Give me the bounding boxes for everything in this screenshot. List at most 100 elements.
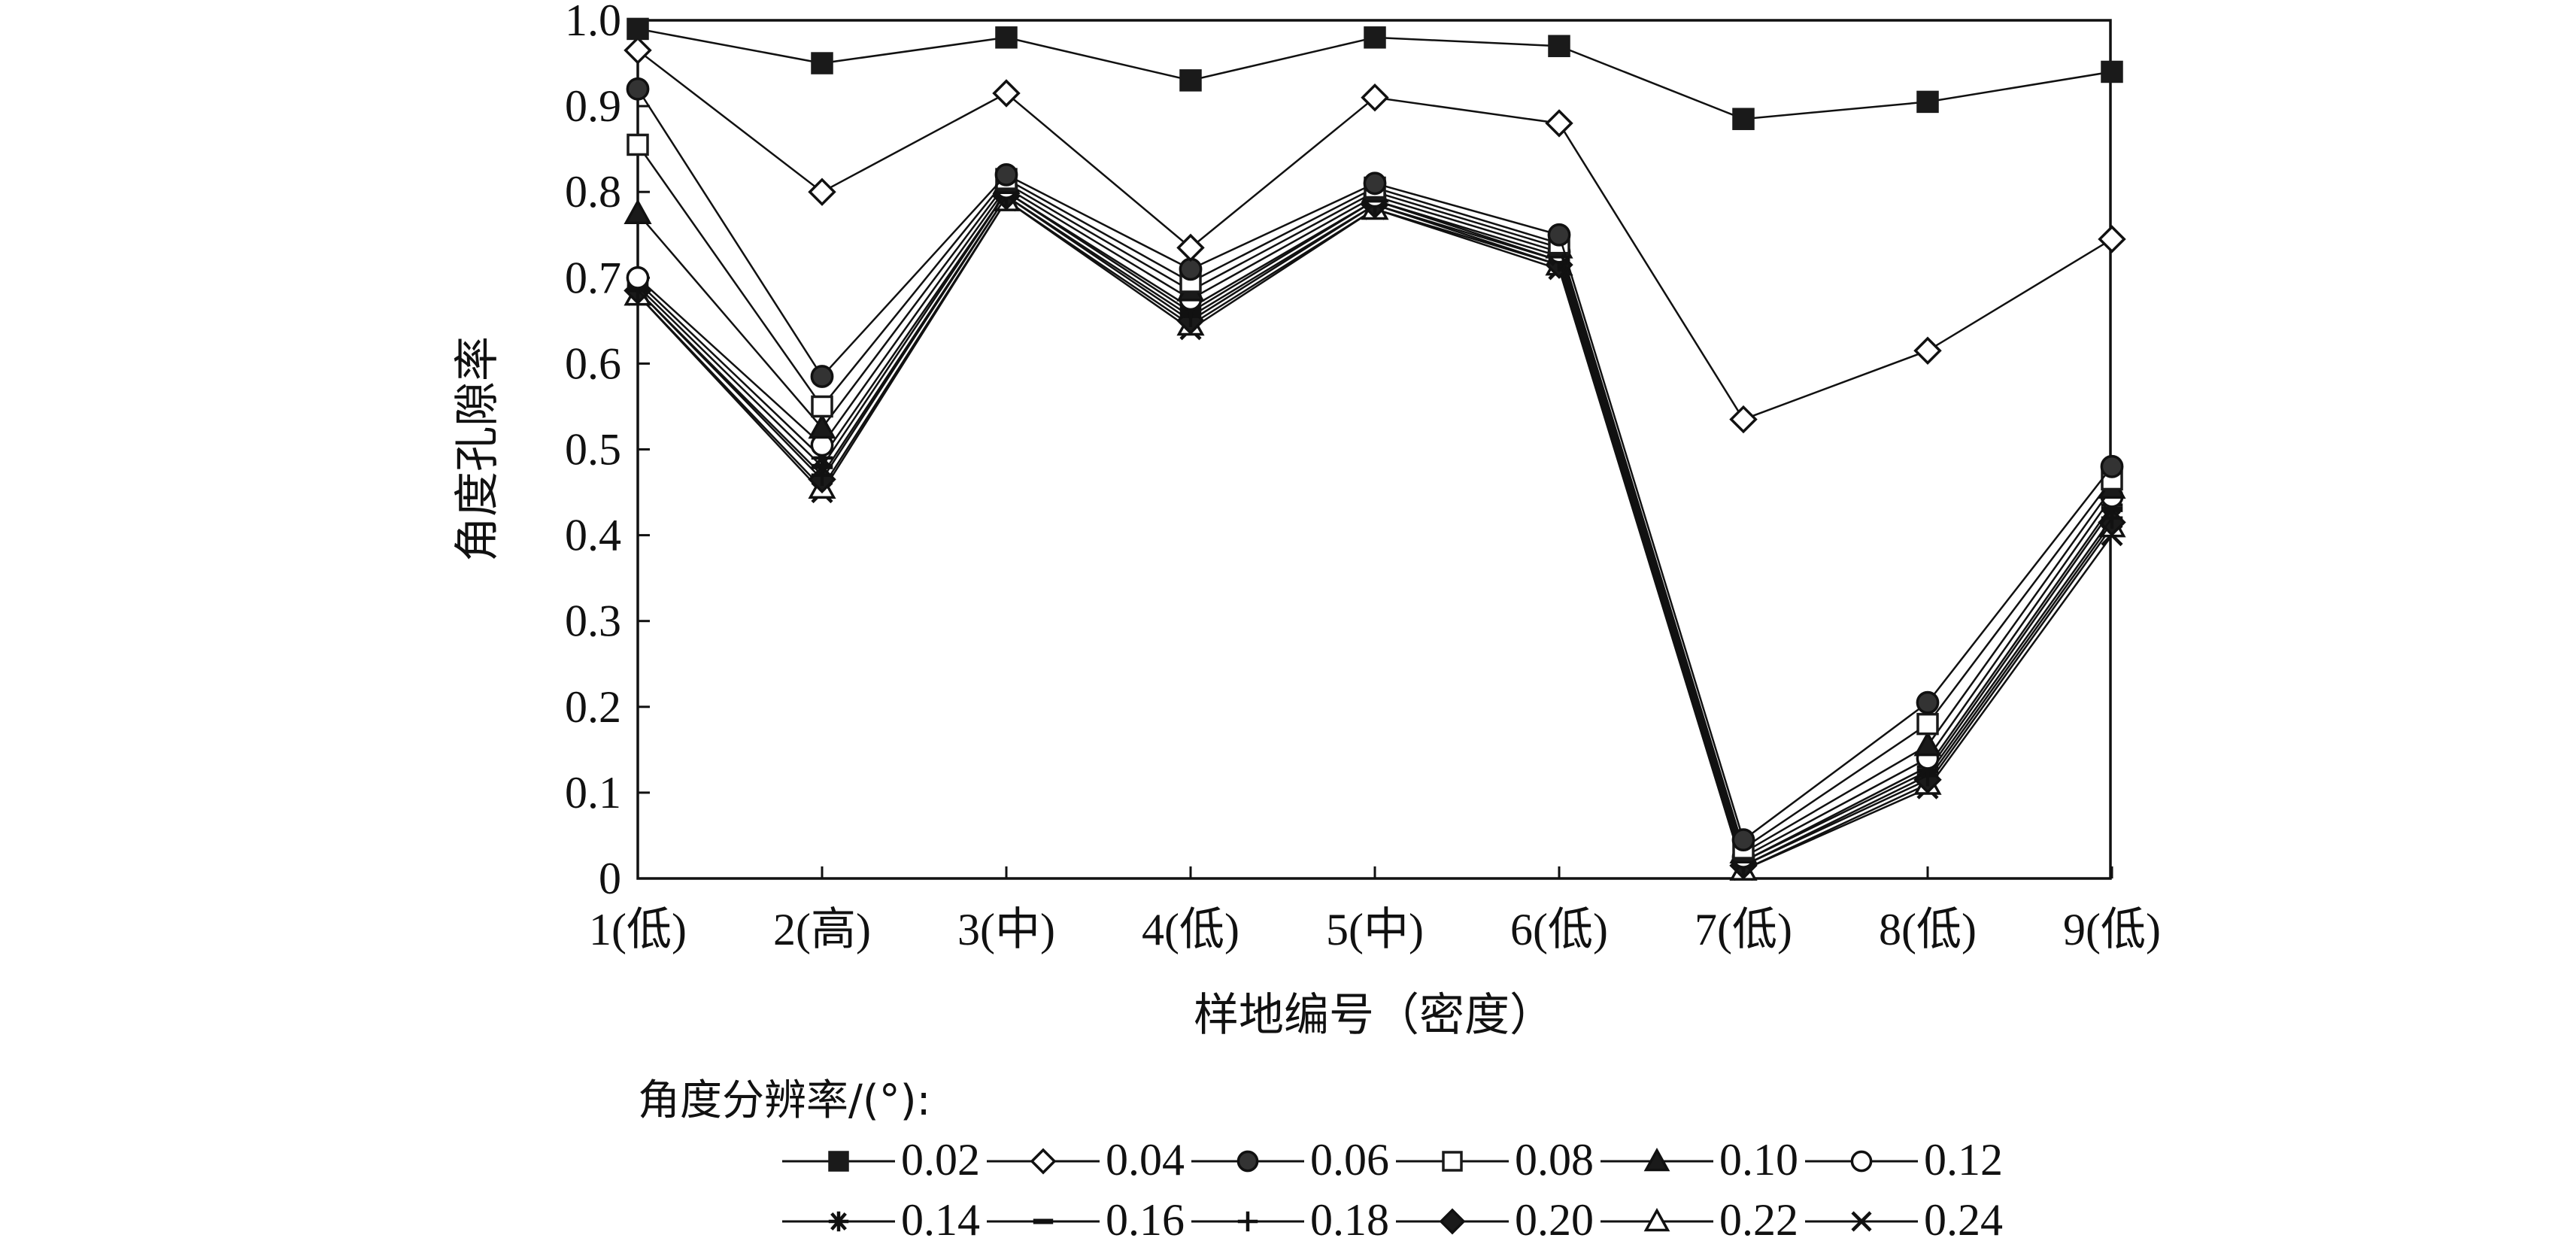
data-point [624,36,652,65]
data-point [1545,109,1573,138]
y-axis: 0 0.1 0.2 0.3 0.4 0.5 0.6 0.7 0.8 0.9 1.0 [565,0,650,903]
y-tick-label: 0.2 [565,682,621,732]
legend-entry: 0.24 [1805,1195,2003,1245]
data-point [992,79,1021,108]
data-point [627,133,649,156]
x-tick-label: 4(低) [1142,905,1239,954]
legend-marker [1851,1211,1872,1232]
y-tick-label: 0.6 [565,338,621,388]
x-tick-label: 1(低) [589,905,687,954]
y-tick-label: 0.1 [565,768,621,818]
x-tick-label: 6(低) [1510,905,1608,954]
data-point [810,365,834,388]
legend-marker [1643,1147,1670,1172]
y-tick-label: 0.3 [565,596,621,646]
data-point [626,265,650,290]
data-point [1364,26,1386,49]
legend-label: 0.08 [1515,1135,1594,1185]
data-point [1916,90,1939,114]
x-axis: 1(低) 2(高) 3(中) 4(低) 5(中) 6(低) 7(低) 8(低) 9(低) [589,866,2161,954]
legend-entry: 0.22 [1601,1195,1798,1245]
legend-entry: 0.10 [1601,1135,1798,1185]
legend-entry: 0.06 [1191,1135,1389,1185]
legend-marker [1439,1208,1466,1235]
x-tick-label: 2(高) [773,905,871,954]
data-point [1913,730,1942,757]
y-tick-label: 0.7 [565,253,621,302]
legend-title: 角度分辨率/(°): [638,1076,930,1125]
legend-entry: 0.20 [1396,1195,1594,1245]
y-tick-label: 1.0 [565,0,621,45]
series-layer [624,17,2126,881]
data-point [1729,405,1758,434]
legend-marker [1850,1150,1873,1173]
x-tick-label: 8(低) [1879,905,1977,954]
legend-marker [1033,1218,1054,1224]
legend-items: 0.02 0.04 0.06 0.08 0.10 0.12 0.14 0.16 0.18 0.20… [782,1135,2003,1245]
legend-entry: 0.04 [987,1135,1185,1185]
legend-entry: 0.08 [1396,1135,1594,1185]
y-tick-label: 0.9 [565,81,621,131]
data-point [811,395,833,418]
data-point [995,26,1018,49]
x-tick-label: 3(中) [957,905,1055,954]
x-axis-title: 样地编号（密度） [1194,989,1555,1042]
legend-label: 0.10 [1719,1135,1798,1185]
legend-label: 0.24 [1924,1195,2003,1245]
data-point [811,447,833,469]
data-point [1916,690,1940,715]
data-point [1731,828,1755,852]
legend-entry: 0.18 [1191,1195,1389,1245]
data-point [2098,225,2126,253]
x-tick-label: 9(低) [2063,905,2161,954]
legend: 角度分辨率/(°): 0.02 0.04 0.06 0.08 0.10 0.120.14 0… [638,1076,2003,1245]
legend-marker [1442,1151,1463,1172]
data-point [1179,257,1203,281]
data-point [1363,171,1387,196]
legend-label: 0.12 [1924,1135,2003,1185]
legend-label: 0.04 [1106,1135,1185,1185]
legend-marker [1643,1207,1670,1232]
legend-label: 0.22 [1719,1195,1798,1245]
y-tick-label: 0 [599,854,621,903]
data-point [624,199,652,224]
series-0.04 [624,36,2126,434]
legend-entry: 0.16 [987,1195,1185,1245]
y-tick-label: 0.5 [565,425,621,475]
data-point [1732,108,1755,130]
legend-label: 0.06 [1310,1135,1389,1185]
data-point [1179,69,1202,92]
legend-entry: 0.14 [782,1195,980,1245]
data-point [811,52,833,74]
legend-marker [1236,1150,1259,1173]
data-point [1916,712,1939,736]
legend-label: 0.02 [901,1135,980,1185]
data-point [626,77,650,101]
legend-label: 0.16 [1106,1195,1185,1245]
data-point [627,17,649,41]
y-tick-label: 0.8 [565,167,621,217]
data-point [2101,60,2123,83]
data-point [1548,35,1570,57]
y-tick-label: 0.4 [565,511,621,560]
legend-entry: 0.02 [782,1135,980,1185]
data-point [808,177,836,206]
data-point [808,413,836,439]
legend-label: 0.14 [901,1195,980,1245]
legend-label: 0.18 [1310,1195,1389,1245]
data-point [1361,83,1389,112]
data-point [2100,454,2124,478]
y-axis-title: 角度孔隙率 [451,336,504,562]
legend-marker [1237,1211,1258,1232]
x-tick-label: 5(中) [1326,905,1424,954]
legend-entry: 0.12 [1805,1135,2003,1185]
legend-marker [828,1211,849,1232]
legend-label: 0.20 [1515,1195,1594,1245]
data-point [1913,336,1942,366]
series-0.02 [627,17,2123,130]
data-point [994,162,1018,187]
legend-marker [828,1151,849,1172]
x-tick-label: 7(低) [1695,905,1792,954]
